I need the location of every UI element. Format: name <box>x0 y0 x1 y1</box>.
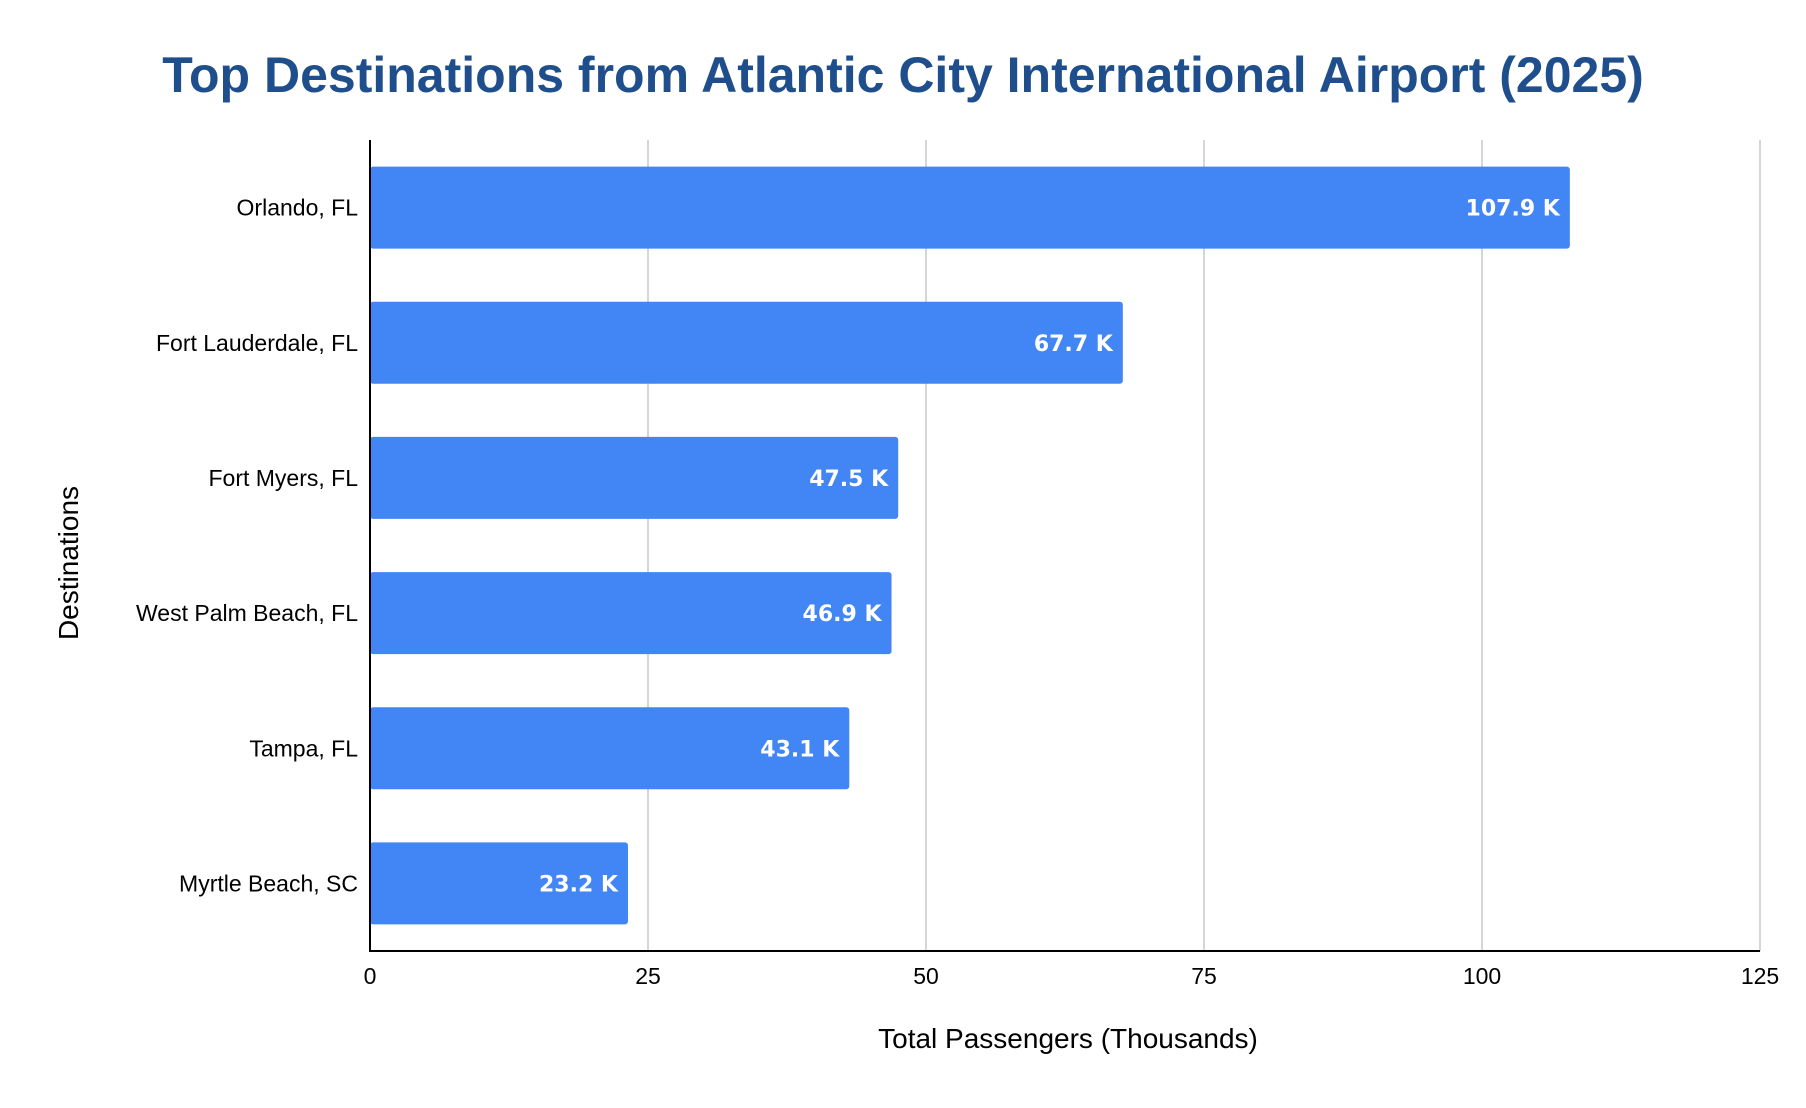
data-label: 43.1 K <box>760 737 840 762</box>
x-tick-label: 0 <box>364 963 377 989</box>
category-label: Tampa, FL <box>249 735 358 761</box>
x-tick-labels: 0 25 50 75 100 125 <box>364 963 1780 989</box>
category-label: Orlando, FL <box>237 195 359 221</box>
grid-lines <box>647 140 1761 951</box>
x-tick-label: 50 <box>913 963 939 989</box>
data-label: 67.7 K <box>1034 332 1114 357</box>
data-label: 107.9 K <box>1466 197 1561 222</box>
category-label: Myrtle Beach, SC <box>179 870 358 896</box>
bar <box>370 301 1123 384</box>
x-tick-label: 125 <box>1741 963 1779 989</box>
category-label: Fort Myers, FL <box>208 465 358 491</box>
data-label: 47.5 K <box>809 467 889 492</box>
bar <box>370 707 850 790</box>
data-label: 23.2 K <box>539 872 619 897</box>
x-axis-title: Total Passengers (Thousands) <box>878 1023 1258 1054</box>
bar <box>370 166 1570 249</box>
bar <box>370 436 899 519</box>
category-label: Fort Lauderdale, FL <box>156 330 358 356</box>
bar <box>370 572 892 655</box>
bars <box>370 166 1570 925</box>
x-tick-label: 75 <box>1191 963 1217 989</box>
bar <box>370 842 628 925</box>
x-tick-label: 100 <box>1463 963 1501 989</box>
y-axis-title: Destinations <box>53 486 84 640</box>
category-labels: Orlando, FL Fort Lauderdale, FL Fort Myers… <box>136 195 358 897</box>
category-label: West Palm Beach, FL <box>136 600 358 626</box>
x-tick-label: 25 <box>635 963 661 989</box>
data-label: 46.9 K <box>803 602 883 627</box>
data-labels: 107.9 K 67.7 K 47.5 K 46.9 K 43.1 K 23.2 K <box>539 197 1561 898</box>
chart-title: Top Destinations from Atlantic City Inte… <box>162 47 1644 103</box>
